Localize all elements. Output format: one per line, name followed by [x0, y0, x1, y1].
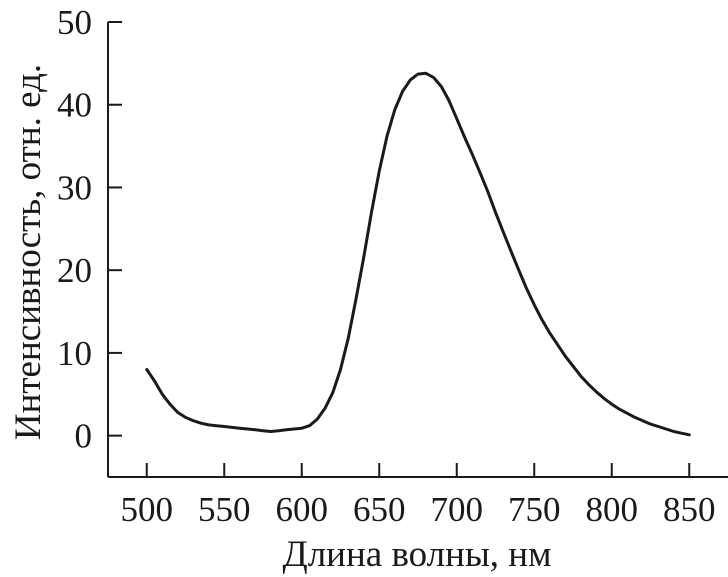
y-tick-label: 50 [57, 3, 92, 42]
x-tick-label: 600 [276, 490, 329, 529]
x-tick-label: 750 [508, 490, 561, 529]
y-axis-title: Интенсивность, отн. ед. [8, 64, 49, 440]
y-tick-label: 10 [57, 334, 92, 373]
y-tick-label: 0 [75, 417, 93, 456]
x-tick-label: 500 [121, 490, 174, 529]
axes [107, 22, 728, 478]
x-tick-label: 550 [198, 490, 251, 529]
ticks: 0 10 20 30 40 50 500 550 600 650 700 750 800 850 [57, 3, 716, 529]
x-tick-label: 700 [431, 490, 484, 529]
x-tick-label: 800 [586, 490, 639, 529]
intensity-line [145, 71, 691, 437]
y-tick-label: 40 [57, 86, 92, 125]
x-axis-title: Длина волны, нм [282, 534, 551, 575]
x-tick-label: 650 [353, 490, 406, 529]
y-tick-label: 20 [57, 251, 92, 290]
x-tick-label: 850 [663, 490, 716, 529]
y-tick-label: 30 [57, 168, 92, 207]
